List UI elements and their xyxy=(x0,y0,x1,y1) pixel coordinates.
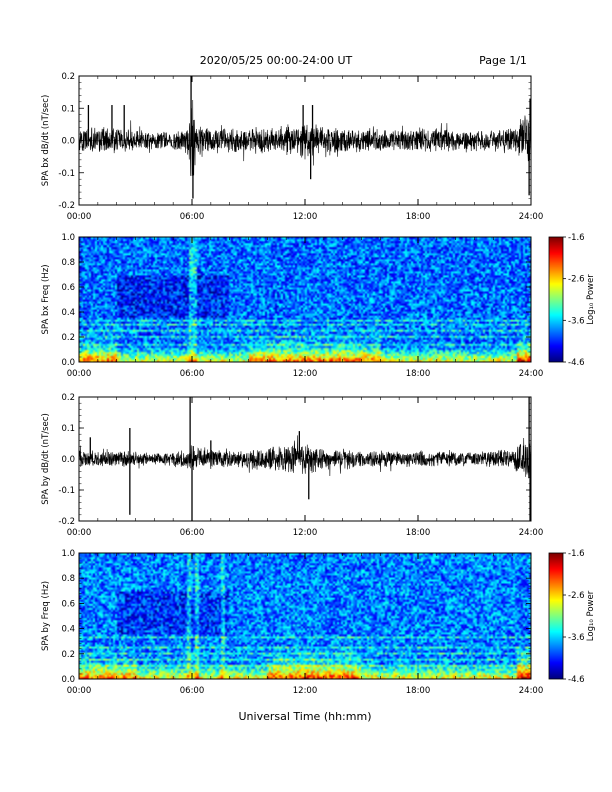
y-tick-label: -0.2 xyxy=(58,517,75,527)
colorbar-tick-label: -3.6 xyxy=(568,316,585,326)
x-tick-label: 06:00 xyxy=(180,212,205,222)
y-tick-label: 0.8 xyxy=(61,574,75,584)
y-tick-label: -0.1 xyxy=(58,169,75,179)
colorbar-tick-label: -2.6 xyxy=(568,275,585,285)
y-axis-label: SPA bx Freq (Hz) xyxy=(41,264,51,334)
x-tick-label: 00:00 xyxy=(67,686,92,696)
x-tick-label: 18:00 xyxy=(406,212,431,222)
bx-waveform-panel: 0.2 0.1 0.0 -0.1 -0.200:00 06:00 12:00 18:00 24:… xyxy=(41,72,543,222)
x-tick-label: 00:00 xyxy=(67,212,92,222)
y-tick-label: 0.2 xyxy=(61,72,75,82)
x-tick-label: 24:00 xyxy=(519,369,544,379)
y-tick-label: 0.2 xyxy=(61,650,75,660)
colorbar-tick-label: -4.6 xyxy=(568,675,585,685)
spectrogram-image xyxy=(79,553,531,679)
x-tick-label: 24:00 xyxy=(519,212,544,222)
y-tick-label: 0.0 xyxy=(61,358,75,368)
x-tick-label: 06:00 xyxy=(180,686,205,696)
page-number: Page 1/1 xyxy=(479,54,527,67)
spectrogram-image xyxy=(79,237,531,362)
x-tick-label: 24:00 xyxy=(519,686,544,696)
y-tick-label: 0.0 xyxy=(61,137,75,147)
by-spectrogram-panel: -1.6 -2.6 -3.6 -4.6 Log₁₀ Power 1.0 0.8 0.6 0.4 0… xyxy=(41,549,596,696)
x-tick-label: 24:00 xyxy=(519,528,544,538)
y-tick-label: 0.4 xyxy=(61,625,75,635)
figure-title: 2020/05/25 00:00-24:00 UT xyxy=(200,54,353,67)
waveform-trace xyxy=(78,435,532,483)
y-tick-label: 0.6 xyxy=(61,283,75,293)
x-tick-label: 12:00 xyxy=(293,212,318,222)
x-tick-label: 06:00 xyxy=(180,369,205,379)
y-axis-label: SPA by Freq (Hz) xyxy=(41,581,51,651)
y-tick-label: 0.1 xyxy=(61,424,75,434)
colorbar-frame xyxy=(548,552,564,680)
waveform-trace xyxy=(78,100,532,176)
y-tick-label: 0.2 xyxy=(61,333,75,343)
y-tick-label: 1.0 xyxy=(61,233,75,243)
x-axis-label: Universal Time (hh:mm) xyxy=(239,710,372,723)
y-tick-label: -0.1 xyxy=(58,486,75,496)
colorbar xyxy=(549,237,563,362)
bx-spectrogram-panel: -1.6 -2.6 -3.6 -4.6 Log₁₀ Power 1.0 0.8 0.6 0.4 0… xyxy=(41,233,596,379)
y-axis-label: SPA by dB/dt (nT/sec) xyxy=(41,413,51,505)
colorbar-tick-label: -1.6 xyxy=(568,549,585,559)
y-tick-label: 0.4 xyxy=(61,308,75,318)
colorbar-tick-label: -1.6 xyxy=(568,233,585,243)
colorbar-tick-label: -2.6 xyxy=(568,591,585,601)
x-tick-label: 00:00 xyxy=(67,528,92,538)
x-tick-label: 06:00 xyxy=(180,528,205,538)
x-tick-label: 18:00 xyxy=(406,369,431,379)
y-tick-label: 0.1 xyxy=(61,104,75,114)
y-tick-label: 0.2 xyxy=(61,393,75,403)
y-tick-label: 0.0 xyxy=(61,675,75,685)
colorbar xyxy=(549,553,563,679)
colorbar-frame xyxy=(548,236,564,363)
x-tick-label: 18:00 xyxy=(406,528,431,538)
x-tick-label: 00:00 xyxy=(67,369,92,379)
y-tick-label: 1.0 xyxy=(61,549,75,559)
y-axis-label: SPA bx dB/dt (nT/sec) xyxy=(41,95,51,187)
y-tick-label: -0.2 xyxy=(58,201,75,211)
x-tick-label: 12:00 xyxy=(293,686,318,696)
x-tick-label: 18:00 xyxy=(406,686,431,696)
colorbar-tick-label: -4.6 xyxy=(568,358,585,368)
colorbar-label: Log₁₀ Power xyxy=(586,274,596,325)
by-waveform-panel: 0.2 0.1 0.0 -0.1 -0.200:00 06:00 12:00 18:00 24:… xyxy=(41,393,543,538)
x-tick-label: 12:00 xyxy=(293,369,318,379)
y-tick-label: 0.8 xyxy=(61,258,75,268)
y-tick-label: 0.6 xyxy=(61,599,75,609)
colorbar-tick-label: -3.6 xyxy=(568,633,585,643)
x-tick-label: 12:00 xyxy=(293,528,318,538)
y-tick-label: 0.0 xyxy=(61,455,75,465)
colorbar-label: Log₁₀ Power xyxy=(586,590,596,641)
